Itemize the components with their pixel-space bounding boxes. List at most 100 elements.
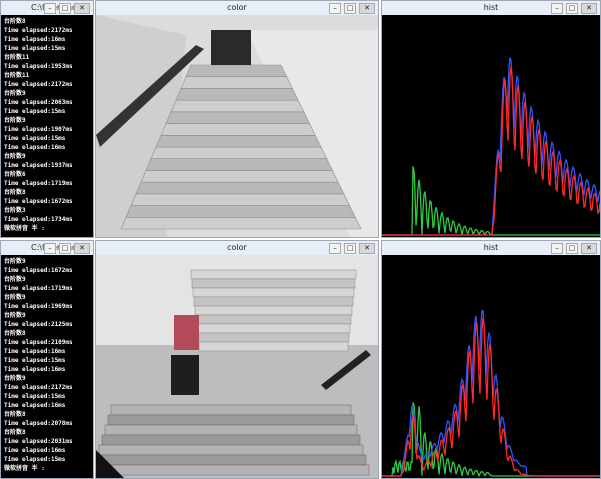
console-line: 台阶数3 [4, 206, 93, 215]
step [176, 88, 298, 100]
minimize-button[interactable]: – [329, 243, 341, 254]
close-button[interactable]: ✕ [74, 243, 90, 254]
lower-step [99, 445, 363, 455]
minimize-button[interactable]: – [44, 3, 56, 14]
red-channel [382, 318, 601, 476]
console-line: Time elapsed:15ms [4, 392, 93, 401]
console-line: 台阶数11 [4, 53, 93, 62]
upper-step [199, 342, 348, 351]
histogram-plot [382, 15, 601, 238]
histogram-plot [382, 255, 601, 479]
maximize-button[interactable]: □ [566, 3, 578, 14]
close-button[interactable]: ✕ [74, 3, 90, 14]
maximize-button[interactable]: □ [59, 243, 71, 254]
lower-step [111, 405, 351, 415]
console-line: 台阶数9 [4, 116, 93, 125]
maximize-button[interactable]: □ [59, 3, 71, 14]
maximize-button[interactable]: □ [344, 243, 356, 254]
close-button[interactable]: ✕ [359, 243, 375, 254]
maximize-button[interactable]: □ [344, 3, 356, 14]
upper-step [194, 297, 353, 306]
step [136, 182, 344, 194]
upper-step [198, 333, 349, 342]
title-bar: C:\Users\admi–□✕ [1, 1, 93, 15]
step [186, 65, 287, 77]
console-line: 台阶数6 [4, 170, 93, 179]
console-line: Time elapsed:1672ms [4, 266, 93, 275]
console-line: 台阶数8 [4, 188, 93, 197]
console-line: 台阶数9 [4, 275, 93, 284]
title-bar: color –□✕ [96, 241, 378, 255]
minimize-button[interactable]: – [44, 243, 56, 254]
window-buttons: –□✕ [551, 243, 597, 254]
window-buttons: –□✕ [329, 3, 375, 14]
console-line: Time elapsed:2125ms [4, 320, 93, 329]
upper-step [195, 306, 352, 315]
ime-status: 微软拼音 半 : [4, 224, 93, 233]
console-line: Time elapsed:15ms [4, 44, 93, 53]
console-line: Time elapsed:2078ms [4, 419, 93, 428]
close-button[interactable]: ✕ [581, 243, 597, 254]
plant [174, 315, 199, 350]
minimize-button[interactable]: – [551, 243, 563, 254]
step [156, 135, 321, 147]
step [181, 77, 292, 89]
minimize-button[interactable]: – [551, 3, 563, 14]
stairs-image [96, 15, 379, 238]
console-line: Time elapsed:1672ms [4, 197, 93, 206]
window-title: hist [484, 243, 499, 252]
window-buttons: –□✕ [44, 243, 90, 254]
console-line: Time elapsed:15ms [4, 455, 93, 464]
console-line: Time elapsed:1719ms [4, 284, 93, 293]
lower-step [105, 425, 357, 435]
console-line: 台阶数8 [4, 329, 93, 338]
window-title: color [227, 243, 247, 252]
upper-step [192, 279, 355, 288]
console-line: 台阶数9 [4, 374, 93, 383]
step [121, 217, 361, 229]
window-title: hist [484, 3, 499, 12]
step [131, 194, 350, 206]
lower-step [108, 415, 354, 425]
title-bar: color –□✕ [96, 1, 378, 15]
lower-step [96, 465, 369, 475]
console-line: 台阶数9 [4, 89, 93, 98]
console-line: Time elapsed:15ms [4, 134, 93, 143]
stairs-image [96, 255, 379, 479]
close-button[interactable]: ✕ [581, 3, 597, 14]
console-line: Time elapsed:2031ms [4, 437, 93, 446]
window-title: color [227, 3, 247, 12]
title-bar: C:\Users\admi–□✕ [1, 241, 93, 255]
color-window: color –□✕ [95, 240, 379, 479]
close-button[interactable]: ✕ [359, 3, 375, 14]
console-line: 台阶数9 [4, 293, 93, 302]
window-buttons: –□✕ [551, 3, 597, 14]
console-line: 台阶数9 [4, 152, 93, 161]
upper-step [196, 315, 351, 324]
upper-step [193, 288, 354, 297]
console-line: Time elapsed:1719ms [4, 179, 93, 188]
maximize-button[interactable]: □ [566, 243, 578, 254]
console-line: Time elapsed:1937ms [4, 161, 93, 170]
hist-window: hist –□✕ [381, 0, 601, 238]
door [211, 30, 251, 65]
step [166, 112, 310, 124]
title-bar: hist –□✕ [382, 1, 600, 15]
bin [171, 355, 199, 395]
console-line: Time elapsed:2063ms [4, 98, 93, 107]
hist-view [382, 15, 600, 237]
console-line: Time elapsed:16ms [4, 401, 93, 410]
console-line: Time elapsed:16ms [4, 446, 93, 455]
console-window: C:\Users\admi–□✕ 台阶数8 Time elapsed:2172ms T… [0, 0, 94, 238]
console-line: 台阶数8 [4, 428, 93, 437]
title-bar: hist –□✕ [382, 241, 600, 255]
minimize-button[interactable]: – [329, 3, 341, 14]
ime-status: 微软拼音 半 : [4, 464, 93, 473]
console-line: Time elapsed:2172ms [4, 26, 93, 35]
step [141, 170, 338, 182]
lower-step [96, 455, 366, 465]
console-line: 台阶数9 [4, 257, 93, 266]
